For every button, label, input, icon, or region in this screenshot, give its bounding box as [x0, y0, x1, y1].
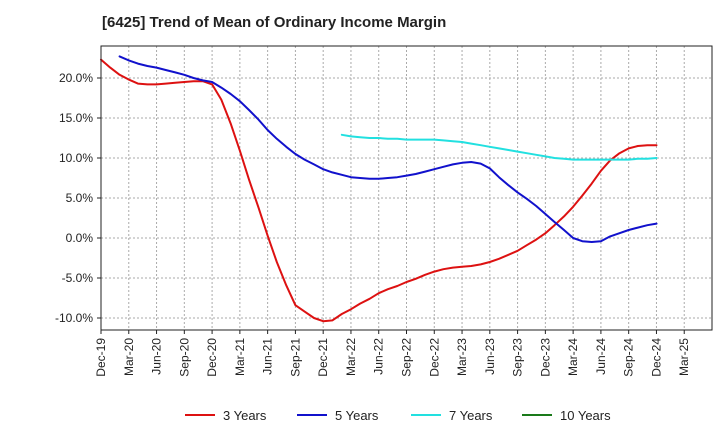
- x-tick-label: Sep-23: [511, 338, 525, 377]
- x-tick-label: Jun-21: [261, 338, 275, 375]
- x-tick-label: Sep-21: [288, 338, 302, 377]
- y-tick-label: 15.0%: [59, 111, 93, 125]
- series-layer: [100, 55, 658, 323]
- x-tick-label: Dec-20: [205, 338, 219, 377]
- y-tick-label: 0.0%: [66, 231, 94, 245]
- x-tick-label: Mar-20: [122, 338, 136, 376]
- y-tick-label: 10.0%: [59, 151, 93, 165]
- x-tick-label: Sep-20: [177, 338, 191, 377]
- series-line-5-years: [118, 55, 658, 243]
- x-tick-label: Dec-19: [94, 338, 108, 377]
- y-tick-label: 20.0%: [59, 71, 93, 85]
- grid-layer: [101, 46, 712, 330]
- chart-title: [6425] Trend of Mean of Ordinary Income …: [102, 14, 447, 31]
- legend-item-3-years: 3 Years: [185, 408, 267, 423]
- legend-label: 10 Years: [560, 408, 611, 423]
- x-tick-label: Mar-25: [677, 338, 691, 376]
- y-tick-label: -5.0%: [62, 271, 94, 285]
- x-tick-label: Sep-22: [400, 338, 414, 377]
- series-line-7-years: [340, 133, 658, 161]
- x-tick-label: Jun-23: [483, 338, 497, 375]
- legend-label: 5 Years: [335, 408, 379, 423]
- legend-label: 3 Years: [223, 408, 267, 423]
- x-axis: Dec-19 Mar-20 Jun-20 Sep-20 Dec-20 Mar-21 Jun-…: [94, 330, 691, 377]
- x-tick-label: Mar-22: [344, 338, 358, 376]
- x-tick-label: Dec-23: [538, 338, 552, 377]
- series-line-3-years: [100, 58, 658, 323]
- x-tick-label: Dec-21: [316, 338, 330, 377]
- legend: 3 Years 5 Years 7 Years 10 Years: [185, 408, 611, 423]
- legend-item-10-years: 10 Years: [522, 408, 611, 423]
- x-tick-label: Jun-24: [594, 338, 608, 375]
- x-tick-label: Jun-22: [372, 338, 386, 375]
- x-tick-label: Mar-21: [233, 338, 247, 376]
- legend-label: 7 Years: [449, 408, 493, 423]
- legend-item-5-years: 5 Years: [297, 408, 379, 423]
- x-tick-label: Mar-24: [566, 338, 580, 376]
- x-tick-label: Jun-20: [150, 338, 164, 375]
- y-tick-label: -10.0%: [55, 311, 93, 325]
- y-axis: 20.0% 15.0% 10.0% 5.0% 0.0% -5.0% -10.0%: [55, 71, 101, 325]
- x-tick-label: Mar-23: [455, 338, 469, 376]
- x-tick-label: Sep-24: [622, 338, 636, 377]
- x-tick-label: Dec-22: [427, 338, 441, 377]
- x-tick-label: Dec-24: [649, 338, 663, 377]
- y-tick-label: 5.0%: [66, 191, 94, 205]
- legend-item-7-years: 7 Years: [411, 408, 493, 423]
